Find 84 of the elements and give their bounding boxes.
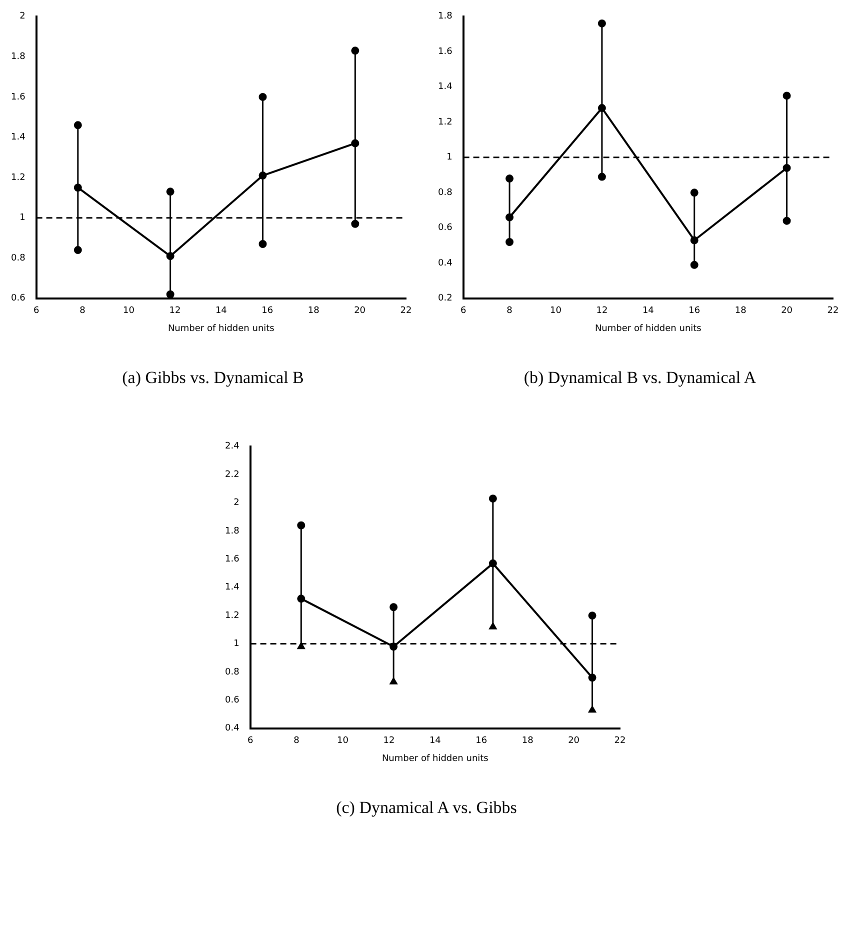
y-tick-label: 2.2 — [224, 470, 239, 480]
y-tick-label: 1 — [446, 152, 452, 163]
y-tick-label: 1.4 — [10, 132, 26, 143]
text: (a) Gibbs vs. Dynamical B — [121, 367, 305, 389]
x-tick-label: 20 — [354, 306, 366, 316]
point — [782, 92, 791, 100]
x-tick-label: 14 — [215, 306, 228, 316]
x-tick-label: 12 — [596, 306, 608, 316]
x-axis-title: Number of hidden units — [594, 324, 702, 334]
y-tick-label: 1.6 — [438, 46, 453, 57]
point — [488, 494, 496, 503]
y-tick-label: 0.6 — [224, 696, 240, 706]
x-tick-label: 16 — [475, 736, 487, 746]
y-tick-label: 0.6 — [10, 294, 26, 304]
text: (b) Dynamical B vs. Dynamical A — [522, 367, 758, 389]
y-tick-label: 1.2 — [10, 172, 26, 183]
y-tick-label: 0.8 — [224, 667, 240, 678]
point — [389, 678, 397, 684]
x-tick-label: 16 — [262, 306, 274, 316]
text: (c) Dynamical A vs. Gibbs — [335, 797, 518, 819]
x-tick-label: 8 — [506, 306, 513, 316]
point — [506, 238, 514, 246]
x-tick-label: 10 — [336, 736, 348, 746]
point — [297, 642, 304, 650]
y-tick-label: 1.6 — [224, 554, 240, 565]
x-tick-label: 12 — [169, 306, 181, 316]
x-tick-label: 18 — [734, 306, 747, 316]
x-tick-label: 12 — [382, 736, 394, 746]
point — [258, 92, 267, 101]
point — [488, 622, 496, 630]
x-tick-label: 18 — [308, 306, 320, 316]
x-tick-label: 16 — [688, 306, 700, 316]
x-tick-label: 10 — [550, 306, 562, 316]
point — [166, 290, 174, 298]
point — [588, 612, 596, 620]
x-axis-title: Number of hidden units — [168, 324, 275, 334]
y-tick-label: 1.2 — [438, 117, 452, 128]
y-tick-label: 2 — [20, 12, 26, 22]
y-tick-label: 2.4 — [224, 442, 240, 452]
x-tick-label: 20 — [568, 736, 580, 746]
y-tick-label: 0.8 — [10, 253, 26, 264]
y-tick-label: 0.2 — [438, 294, 452, 304]
x-tick-label: 22 — [827, 306, 839, 316]
x-tick-label: 6 — [33, 306, 40, 316]
point — [389, 603, 398, 612]
y-tick-label: 0.4 — [438, 258, 453, 268]
y-tick-label: 1.8 — [10, 52, 26, 62]
x-tick-label: 8 — [80, 306, 86, 316]
point — [258, 240, 267, 248]
y-tick-label: 1.4 — [224, 582, 240, 593]
y-tick-label: 1 — [233, 639, 239, 650]
point — [782, 216, 791, 225]
y-tick-label: 1.8 — [438, 12, 453, 22]
point — [296, 521, 305, 530]
point — [690, 188, 698, 197]
y-tick-label: 1.8 — [224, 526, 240, 536]
point — [74, 121, 82, 130]
x-tick-label: 14 — [428, 736, 441, 746]
y-tick-label: 1 — [20, 213, 26, 224]
y-tick-label: 2 — [233, 498, 239, 508]
point — [351, 46, 360, 55]
point — [74, 246, 82, 254]
y-tick-label: 0.4 — [224, 724, 240, 734]
point — [598, 172, 606, 181]
x-tick-label: 6 — [460, 306, 466, 316]
y-tick-label: 1.2 — [224, 610, 239, 621]
x-tick-label: 22 — [614, 736, 626, 746]
y-tick-label: 0.8 — [438, 188, 453, 198]
x-axis-title: Number of hidden units — [381, 754, 488, 764]
x-tick-label: 10 — [123, 306, 135, 316]
x-tick-label: 22 — [400, 306, 412, 316]
x-tick-label: 8 — [293, 736, 300, 746]
point — [598, 19, 606, 28]
y-tick-label: 1.6 — [10, 92, 26, 102]
x-tick-label: 20 — [781, 306, 793, 316]
y-tick-label: 0.6 — [438, 223, 453, 234]
point — [506, 174, 514, 183]
x-tick-label: 18 — [521, 736, 534, 746]
point — [690, 260, 698, 269]
x-tick-label: 14 — [642, 306, 654, 316]
point — [166, 188, 174, 196]
y-tick-label: 1.4 — [438, 82, 453, 92]
point — [351, 220, 360, 228]
x-tick-label: 6 — [246, 736, 253, 746]
